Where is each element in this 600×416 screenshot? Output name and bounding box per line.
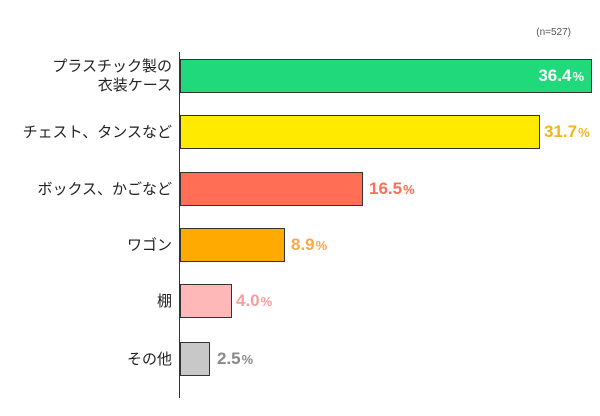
value-number: 8.9	[291, 235, 315, 254]
category-label: チェスト、タンスなど	[23, 115, 172, 149]
bar-row-plastic-case: プラスチック製の 衣装ケース 36.4%	[0, 57, 600, 94]
category-label: その他	[127, 342, 172, 376]
category-label-line2: 衣装ケース	[97, 76, 172, 94]
bar-row-box: ボックス、かごなど 16.5%	[0, 172, 600, 206]
value-label: 16.5%	[369, 172, 415, 206]
bar-row-shelf: 棚 4.0%	[0, 284, 600, 318]
value-label: 31.7%	[544, 115, 590, 149]
category-label: 棚	[157, 284, 172, 318]
category-label-line1: ワゴン	[126, 235, 172, 254]
category-label-line1: プラスチック製の	[52, 57, 172, 75]
percent-sign: %	[241, 351, 254, 367]
bar	[180, 59, 592, 93]
percent-sign: %	[315, 237, 328, 253]
bar-row-wagon: ワゴン 8.9%	[0, 228, 600, 262]
percent-sign: %	[578, 124, 590, 140]
value-number: 16.5	[369, 179, 403, 198]
value-label: 36.4%	[180, 59, 584, 93]
value-number: 2.5	[217, 349, 241, 368]
category-label-line1: ボックス、かごなど	[37, 179, 172, 198]
percent-sign: %	[572, 68, 584, 84]
category-label-line1: その他	[126, 349, 172, 368]
sample-size-label: (n=527)	[536, 27, 571, 38]
bar	[180, 284, 232, 318]
value-label: 8.9%	[291, 228, 327, 262]
percent-sign: %	[403, 181, 415, 197]
bar	[180, 342, 210, 376]
category-label: ワゴン	[127, 228, 172, 262]
category-label: ボックス、かごなど	[37, 172, 172, 206]
bar	[180, 172, 363, 206]
value-number: 4.0	[236, 291, 260, 310]
value-label: 4.0%	[236, 284, 272, 318]
value-number: 31.7	[544, 122, 578, 141]
bar	[180, 228, 285, 262]
percent-sign: %	[260, 293, 273, 309]
y-axis-line	[179, 52, 180, 398]
value-number: 36.4	[538, 66, 572, 85]
value-label: 2.5%	[217, 342, 253, 376]
bar	[180, 115, 540, 149]
category-label: プラスチック製の 衣装ケース	[52, 57, 172, 94]
category-label-line1: チェスト、タンスなど	[22, 122, 172, 141]
bar-row-chest: チェスト、タンスなど 31.7%	[0, 115, 600, 149]
bar-row-other: その他 2.5%	[0, 342, 600, 376]
category-label-line1: 棚	[156, 291, 172, 310]
